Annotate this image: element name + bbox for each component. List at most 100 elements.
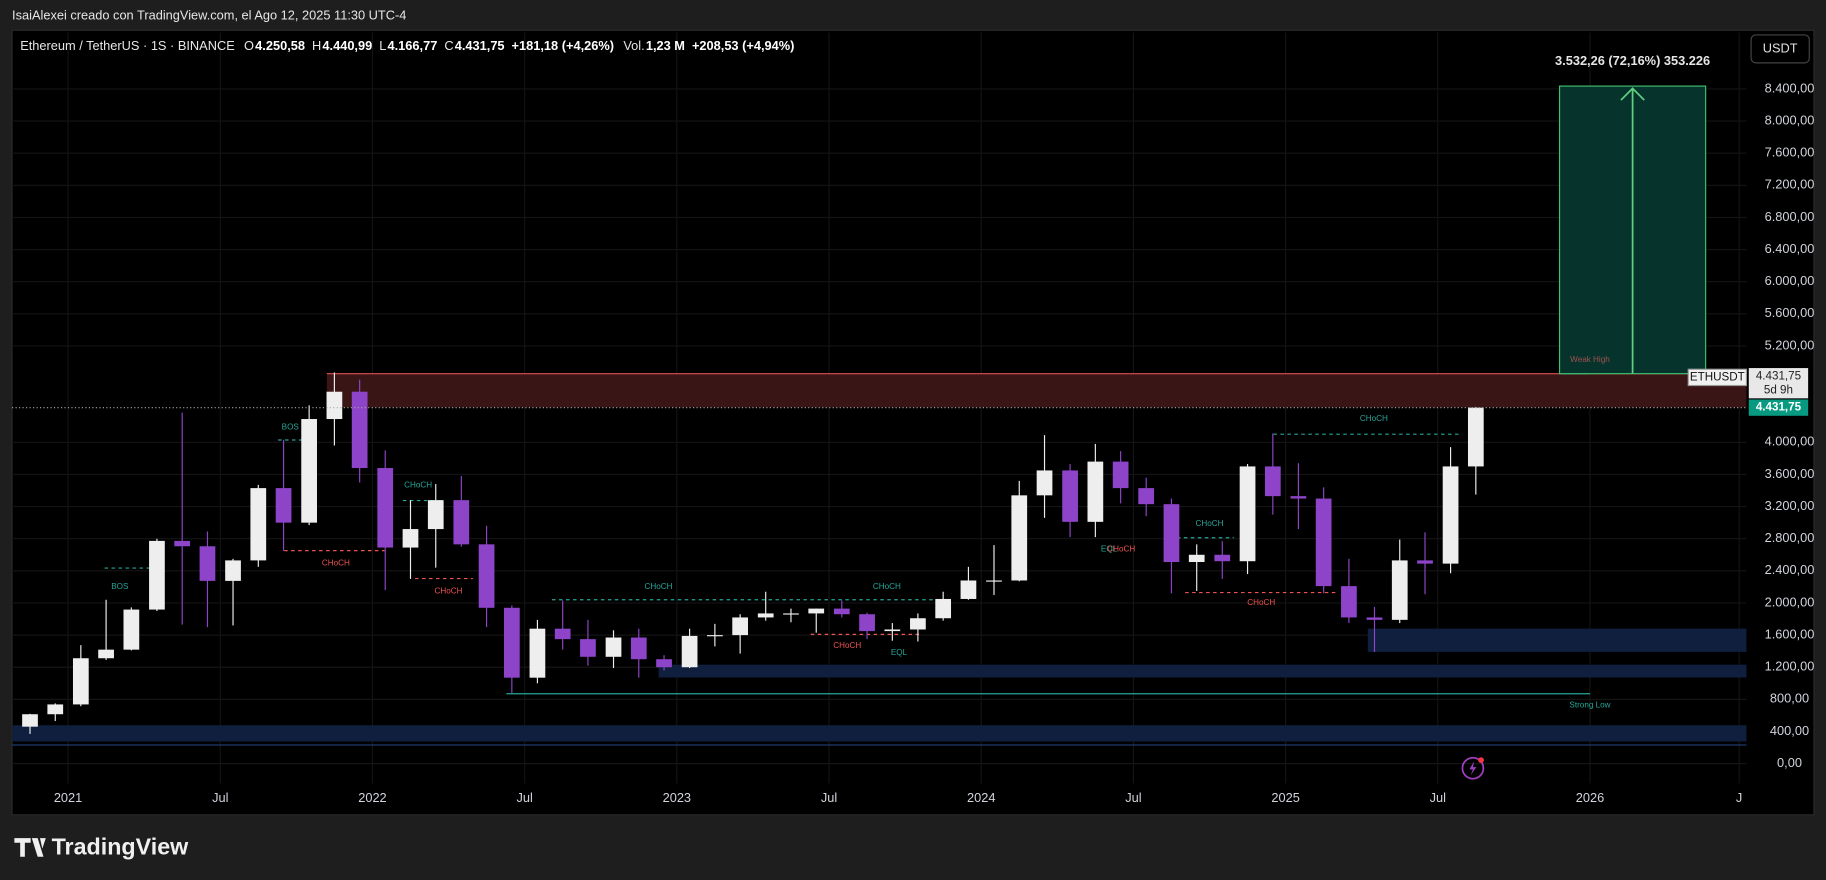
candle-body: [1138, 488, 1155, 505]
symbol: Ethereum / TetherUS · 1S · BINANCE: [20, 38, 235, 53]
y-tick-label: 7.200,00: [1765, 177, 1815, 192]
icon-ring[interactable]: [1461, 756, 1485, 780]
candle-body: [707, 635, 723, 637]
candle-body: [1467, 407, 1484, 467]
y-tick-label: 0,00: [1777, 755, 1802, 770]
x-tick-label: 2023: [663, 790, 691, 805]
candle-body: [1112, 461, 1129, 489]
structure-label: CHoCH: [1360, 414, 1388, 423]
icon-dot[interactable]: [1478, 757, 1484, 764]
structure-label: CHoCH: [873, 582, 901, 591]
legend-key: L: [379, 38, 386, 53]
candle-body: [1366, 617, 1383, 620]
candle-body: [1417, 560, 1433, 564]
x-tick-label: 2025: [1271, 790, 1299, 805]
candle-body: [884, 629, 901, 632]
volume-value: 1,23 M: [646, 38, 685, 53]
zone: [658, 664, 1747, 678]
candle-body: [1163, 504, 1180, 563]
lightning-icon[interactable]: [1461, 756, 1485, 780]
candle-body: [301, 419, 317, 523]
candle-body: [1239, 466, 1256, 562]
zone: [12, 725, 1747, 742]
candle-body: [1036, 470, 1053, 496]
y-tick-label: 5.200,00: [1765, 337, 1815, 352]
candle-body: [503, 607, 520, 678]
candle-body: [1011, 495, 1028, 581]
y-tick-label: 8.400,00: [1765, 80, 1815, 95]
y-tick-label: 1.600,00: [1765, 626, 1815, 641]
x-tick-label: Jul: [821, 790, 837, 805]
structure-label: CHoCH: [1107, 545, 1135, 554]
candle-body: [1188, 554, 1205, 563]
candle-body: [910, 618, 926, 630]
target-arrowhead: [1620, 87, 1645, 101]
candle-body: [402, 529, 419, 548]
candle-body: [250, 488, 267, 561]
x-tick-label: Jul: [516, 790, 532, 805]
button-label[interactable]: USDT: [1763, 40, 1798, 55]
candle-body: [1087, 461, 1104, 522]
countdown-tag: [1748, 368, 1809, 399]
x-tick-label: 2026: [1576, 790, 1604, 805]
candle-body: [960, 580, 977, 599]
candle-body: [554, 628, 571, 640]
plot-layer: 0,00 400,00 800,00 1.200,00 1.600,00 2.000,00…: [12, 32, 1815, 805]
legend-value: 4.166,77: [388, 38, 438, 53]
candle-body: [732, 617, 749, 636]
y-tick-label: 2.000,00: [1765, 594, 1815, 609]
logo-icon: [14, 838, 46, 857]
y-tick-label: 6.800,00: [1765, 209, 1815, 224]
volume-key: Vol.: [623, 38, 644, 53]
candle-body: [656, 659, 672, 668]
candle-body: [174, 540, 191, 547]
y-tick-label: 3.600,00: [1765, 466, 1815, 481]
structure-label: CHoCH: [404, 481, 432, 490]
symbol-tag-label: ETHUSDT: [1690, 370, 1745, 383]
y-tick-label: 7.600,00: [1765, 145, 1815, 160]
y-tick-label: 3.200,00: [1765, 498, 1815, 513]
candle-body: [377, 468, 394, 548]
caption: IsaiAlexei creado con TradingView.com, e…: [12, 8, 406, 23]
legend-key: O: [244, 38, 254, 53]
candle-body: [1290, 496, 1307, 499]
candle-body: [833, 608, 850, 615]
candle-body: [351, 391, 368, 469]
candle-body: [757, 613, 774, 618]
structure-label: EQL: [1101, 545, 1118, 554]
legend-value: 4.250,58: [255, 38, 305, 53]
countdown-price: 4.431,75: [1756, 369, 1801, 382]
y-tick-label: 2.800,00: [1765, 530, 1815, 545]
candle-body: [225, 560, 241, 581]
brand-name: TradingView: [52, 834, 190, 860]
structure-label: CHoCH: [322, 559, 350, 568]
candle-body: [326, 391, 343, 420]
candle-body: [123, 609, 140, 650]
legend-value: 4.431,75: [455, 38, 505, 53]
candle-body: [22, 714, 38, 727]
candle-body: [199, 546, 216, 581]
candle-body: [783, 613, 799, 615]
countdown-time: 5d 9h: [1764, 383, 1793, 396]
y-tick-label: 6.400,00: [1765, 241, 1815, 256]
y-tick-label: 4.000,00: [1765, 434, 1815, 449]
price-tag: [1748, 399, 1809, 416]
structure-label: Weak High: [1570, 355, 1610, 364]
y-tick-label: 400,00: [1770, 723, 1809, 738]
legend-value: 4.440,99: [322, 38, 372, 53]
candle-body: [478, 544, 495, 608]
candle-body: [453, 500, 470, 545]
candle-body: [605, 637, 622, 657]
x-tick-label: Jul: [1125, 790, 1141, 805]
button-frame[interactable]: [1750, 34, 1810, 64]
y-tick-label: 6.000,00: [1765, 273, 1815, 288]
icon-bolt[interactable]: [1469, 761, 1477, 776]
structure-label: BOS: [111, 582, 129, 591]
candle-body: [98, 649, 114, 659]
structure-label: CHoCH: [833, 641, 861, 650]
candle-body: [1442, 466, 1459, 564]
structure-label: CHoCH: [1247, 598, 1275, 607]
candle-body: [47, 704, 64, 715]
currency-button[interactable]: USDT: [1750, 34, 1810, 64]
